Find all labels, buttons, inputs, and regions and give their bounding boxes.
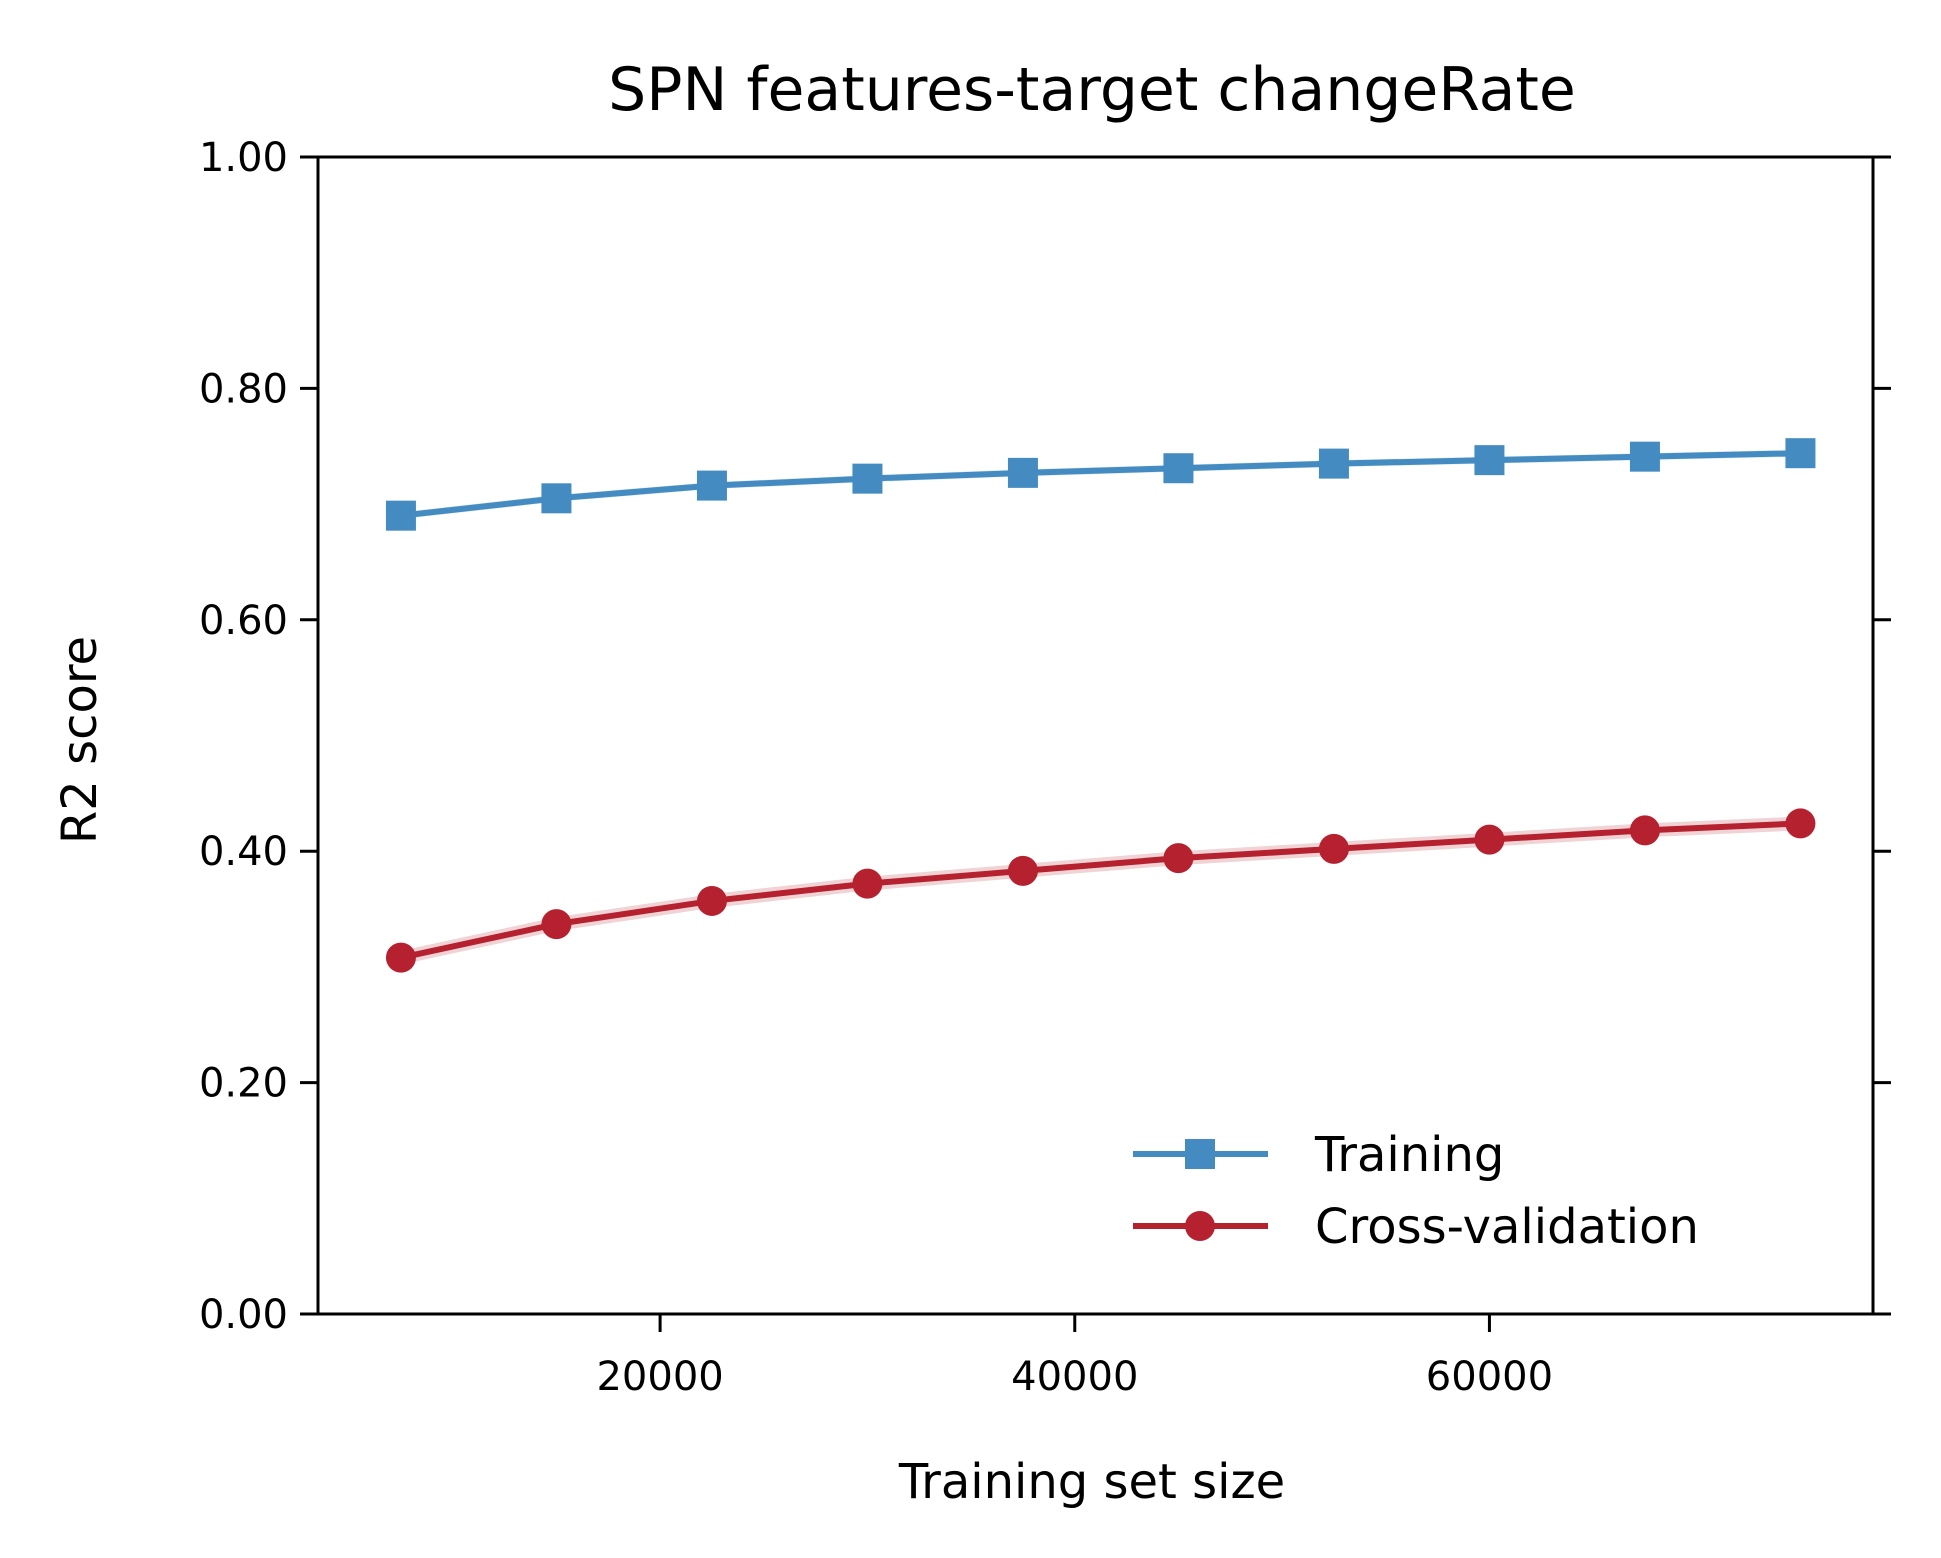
data-point [1629,815,1660,846]
data-point [1474,824,1505,855]
axes: 0.00 0.20 0.40 0.60 0.80 1.00 20000 40000 60000 [199,135,1891,1400]
data-point [696,885,727,916]
data-point [852,463,883,494]
data-point [1007,855,1038,886]
series-layer [385,438,1816,973]
legend: Training Cross-validation [1133,1127,1699,1255]
x-axis-label: Training set size [898,1454,1285,1510]
series-line-1 [400,820,1801,961]
y-tick-label: 0.80 [199,366,288,412]
legend-swatch-marker [1185,1211,1215,1241]
series-line-0 [400,450,1801,519]
data-point [1007,457,1038,488]
legend-label: Cross-validation [1315,1199,1699,1255]
confidence-bands [400,449,1801,965]
data-point [1318,833,1349,864]
y-axis-label: R2 score [52,636,108,844]
series-1 [385,808,1816,973]
legend-item-0: Training [1133,1127,1504,1183]
data-point [385,942,416,973]
data-point [1474,445,1505,476]
data-point [541,909,572,940]
data-point [1785,438,1816,469]
data-point [696,470,727,501]
plot-frame [316,155,1875,1316]
chart-title: SPN features-target changeRate [608,55,1576,125]
x-tick-label: 20000 [596,1354,723,1400]
data-point [1318,448,1349,479]
x-tick-label: 40000 [1011,1354,1138,1400]
y-tick-label: 0.60 [199,598,288,644]
y-tick-label: 0.40 [199,829,288,875]
x-tick-label: 60000 [1426,1354,1553,1400]
data-point [1629,441,1660,472]
y-tick-label: 1.00 [199,135,288,181]
data-point [1163,453,1194,484]
legend-swatch-marker [1185,1139,1215,1169]
y-tick-label: 0.00 [199,1292,288,1338]
y-tick-label: 0.20 [199,1061,288,1107]
legend-item-1: Cross-validation [1133,1199,1699,1255]
data-point [1163,843,1194,874]
legend-label: Training [1314,1127,1504,1183]
data-point [385,500,416,531]
series-band-1 [400,816,1801,965]
data-point [541,483,572,514]
data-point [1785,808,1816,839]
data-point [852,868,883,899]
series-0 [385,438,1816,531]
